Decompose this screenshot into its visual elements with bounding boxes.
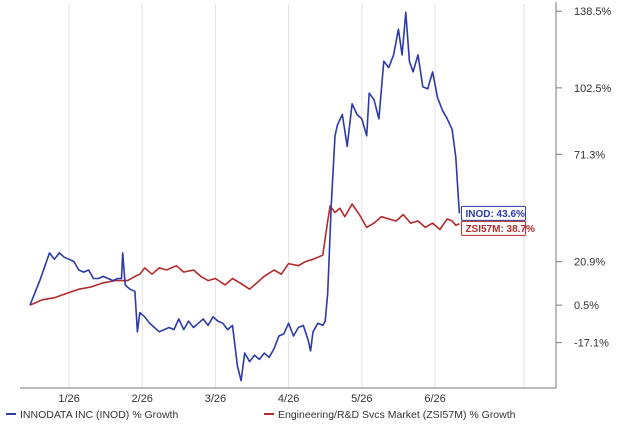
value-callouts: INOD: 43.6% ZSI57M: 38.7%	[460, 205, 535, 236]
y-tick-label: 138.5%	[574, 6, 612, 18]
callout-box	[460, 220, 526, 236]
y-tick-label: 102.5%	[574, 83, 612, 95]
axes	[20, 2, 557, 389]
series-line	[29, 203, 460, 306]
x-tick-label: 2/26	[132, 393, 153, 405]
series-lines	[29, 11, 461, 382]
y-tick-label: 71.3%	[574, 149, 605, 161]
x-tick-label: 1/26	[58, 393, 79, 405]
callout-box	[460, 205, 526, 221]
y-tick-label: 0.5%	[574, 300, 599, 312]
legend-label: Engineering/R&D Svcs Market (ZSI57M) % G…	[278, 409, 516, 421]
x-tick-labels: 1/26 2/26 3/26 4/26 5/26 6/26	[58, 393, 445, 405]
x-tick-label: 6/26	[424, 393, 445, 405]
x-tick-label: 3/26	[205, 393, 226, 405]
x-tick-label: 4/26	[278, 393, 299, 405]
grid	[68, 4, 525, 388]
callout-label: INOD: 43.6%	[465, 209, 525, 220]
y-tick-labels: 138.5% 102.5% 71.3% 20.9% 0.5% -17.1%	[556, 6, 612, 350]
legend: INNODATA INC (INOD) % Growth Engineering/…	[6, 409, 516, 421]
legend-label: INNODATA INC (INOD) % Growth	[20, 409, 178, 421]
callout-label: ZSI57M: 38.7%	[465, 224, 535, 235]
y-tick-label: -17.1%	[574, 338, 609, 350]
x-tick-label: 5/26	[351, 393, 372, 405]
y-tick-label: 20.9%	[574, 257, 605, 269]
series-line	[29, 11, 461, 382]
